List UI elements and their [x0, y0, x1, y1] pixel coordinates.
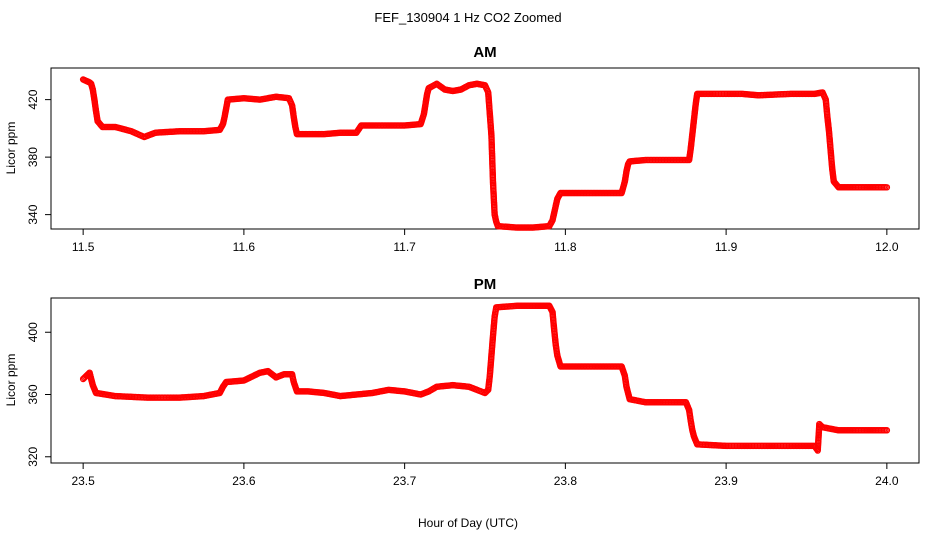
am-data-points [79, 76, 891, 231]
pm-y-ticks: 320 360 400 [26, 322, 52, 467]
am-x-tick-label: 11.6 [233, 240, 256, 254]
pm-x-tick-label: 23.6 [232, 474, 256, 488]
am-panel: AM 11.5 11.6 11.7 11.8 11.9 12.0 340 380 420 Li… [4, 44, 920, 254]
pm-x-tick-label: 23.7 [393, 474, 417, 488]
am-y-ticks: 340 380 420 [26, 89, 52, 225]
pm-x-tick-label: 23.8 [554, 474, 578, 488]
pm-panel-title: PM [474, 276, 497, 293]
am-data-point [883, 184, 891, 191]
am-x-ticks: 11.5 11.6 11.7 11.8 11.9 12.0 [72, 228, 899, 254]
am-x-tick-label: 11.9 [715, 240, 738, 254]
am-y-tick-label: 380 [26, 147, 40, 167]
pm-data-points [79, 302, 891, 454]
am-x-tick-label: 11.7 [393, 240, 416, 254]
pm-y-tick-label: 360 [26, 384, 40, 404]
pm-x-ticks: 23.5 23.6 23.7 23.8 23.9 24.0 [71, 462, 899, 488]
pm-x-tick-label: 23.5 [71, 474, 95, 488]
pm-y-tick-label: 400 [26, 322, 40, 342]
am-x-tick-label: 12.0 [875, 240, 899, 254]
pm-plot-frame [50, 297, 920, 464]
am-ylabel: Licor ppm [4, 122, 18, 175]
pm-x-tick-label: 23.9 [714, 474, 738, 488]
am-y-tick-label: 340 [26, 204, 40, 224]
shared-xlabel: Hour of Day (UTC) [418, 516, 518, 530]
pm-ylabel: Licor ppm [4, 354, 18, 407]
am-x-tick-label: 11.8 [554, 240, 577, 254]
pm-y-tick-label: 320 [26, 446, 40, 466]
am-panel-title: AM [473, 44, 496, 61]
pm-x-tick-label: 24.0 [875, 474, 899, 488]
pm-panel: PM 23.5 23.6 23.7 23.8 23.9 24.0 320 360 400 Li… [4, 276, 920, 488]
figure-title: FEF_130904 1 Hz CO2 Zoomed [374, 10, 561, 25]
am-x-tick-label: 11.5 [72, 240, 95, 254]
pm-data-point [883, 427, 891, 434]
am-y-tick-label: 420 [26, 89, 40, 109]
